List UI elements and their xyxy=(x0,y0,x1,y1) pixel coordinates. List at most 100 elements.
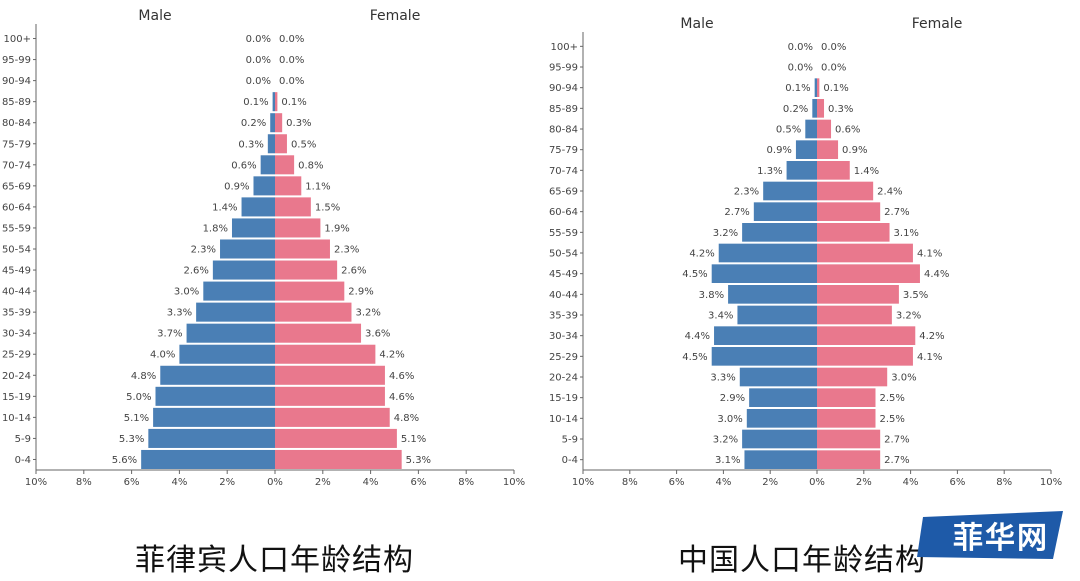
female-bar xyxy=(275,281,345,301)
female-value-label: 2.6% xyxy=(341,266,366,277)
female-value-label: 3.5% xyxy=(903,290,928,301)
female-value-label: 0.0% xyxy=(821,42,846,53)
x-tick-label: 10% xyxy=(503,477,525,488)
male-value-label: 1.8% xyxy=(203,223,228,234)
male-bar xyxy=(714,326,817,345)
male-value-label: 0.6% xyxy=(231,160,256,171)
age-group-label: 70-74 xyxy=(2,160,31,171)
female-value-label: 4.8% xyxy=(394,413,419,424)
female-value-label: 4.1% xyxy=(917,249,942,260)
x-tick-label: 6% xyxy=(949,477,965,488)
female-bar xyxy=(275,407,390,427)
female-value-label: 0.0% xyxy=(279,34,304,45)
female-bar xyxy=(817,450,881,469)
female-bar xyxy=(275,365,385,385)
male-value-label: 3.0% xyxy=(174,287,199,298)
x-tick-label: 2% xyxy=(219,477,235,488)
female-value-label: 2.7% xyxy=(884,455,909,466)
male-bar xyxy=(186,323,275,343)
male-value-label: 1.3% xyxy=(757,166,782,177)
male-value-label: 0.0% xyxy=(788,63,813,74)
female-bar xyxy=(817,202,881,221)
x-tick-label: 8% xyxy=(622,477,638,488)
female-value-label: 0.1% xyxy=(823,83,848,94)
male-value-label: 4.8% xyxy=(131,371,156,382)
male-bar xyxy=(260,155,275,175)
age-group-label: 25-29 xyxy=(2,350,31,361)
female-bar xyxy=(817,347,913,366)
male-bar xyxy=(786,161,817,180)
x-tick-label: 6% xyxy=(410,477,426,488)
male-value-label: 0.2% xyxy=(783,104,808,115)
male-header: Male xyxy=(680,16,713,32)
female-bar xyxy=(275,218,321,238)
age-group-label: 75-79 xyxy=(549,145,578,156)
male-bar xyxy=(272,92,275,112)
age-group-label: 20-24 xyxy=(2,371,31,382)
female-value-label: 2.7% xyxy=(884,435,909,446)
female-bar xyxy=(275,239,330,259)
female-value-label: 4.1% xyxy=(917,352,942,363)
female-bar xyxy=(275,92,278,112)
male-value-label: 5.3% xyxy=(119,434,144,445)
female-value-label: 3.2% xyxy=(896,311,921,322)
female-value-label: 2.3% xyxy=(334,245,359,256)
age-group-label: 5-9 xyxy=(15,434,31,445)
male-bar xyxy=(270,113,275,133)
logo-badge-icon xyxy=(917,511,1063,559)
female-value-label: 4.2% xyxy=(379,350,404,361)
female-value-label: 0.3% xyxy=(286,118,311,129)
male-value-label: 3.0% xyxy=(717,414,742,425)
female-value-label: 2.5% xyxy=(880,393,905,404)
age-group-label: 55-59 xyxy=(2,223,31,234)
male-value-label: 4.0% xyxy=(150,350,175,361)
female-bar xyxy=(817,140,839,159)
female-value-label: 4.6% xyxy=(389,371,414,382)
age-group-label: 95-99 xyxy=(549,63,578,74)
age-group-label: 50-54 xyxy=(549,249,578,260)
female-bar xyxy=(275,134,287,154)
male-value-label: 3.7% xyxy=(157,329,182,340)
male-value-label: 4.5% xyxy=(682,269,707,280)
age-group-label: 85-89 xyxy=(2,97,31,108)
age-group-label: 0-4 xyxy=(15,455,31,466)
male-value-label: 2.3% xyxy=(191,245,216,256)
female-bar xyxy=(817,99,825,118)
male-bar xyxy=(746,409,817,428)
female-header: Female xyxy=(912,16,963,32)
male-value-label: 3.3% xyxy=(167,308,192,319)
age-group-label: 90-94 xyxy=(2,76,31,87)
x-tick-label: 4% xyxy=(171,477,187,488)
female-bar xyxy=(275,344,376,364)
male-bar xyxy=(212,260,275,280)
china-pyramid-chart: Male Female 100+ 0.0% 0.0% 95-99 0.0% 0.0% 90-94… xyxy=(549,16,1062,488)
female-value-label: 1.4% xyxy=(854,166,879,177)
x-tick-label: 10% xyxy=(1040,477,1062,488)
female-bar xyxy=(817,285,899,304)
male-bar xyxy=(742,223,817,242)
male-value-label: 2.9% xyxy=(720,393,745,404)
female-value-label: 0.0% xyxy=(821,63,846,74)
age-group-label: 65-69 xyxy=(549,187,578,198)
age-group-label: 55-59 xyxy=(549,228,578,239)
male-bar xyxy=(160,365,275,385)
female-bar xyxy=(817,264,920,283)
male-value-label: 4.4% xyxy=(685,331,710,342)
female-bar xyxy=(817,305,892,325)
x-tick-label: 6% xyxy=(124,477,140,488)
x-tick-label: 0% xyxy=(809,477,825,488)
female-bar xyxy=(275,302,352,322)
male-bar xyxy=(141,449,275,469)
male-value-label: 1.4% xyxy=(212,202,237,213)
male-bar xyxy=(718,243,817,263)
male-bar xyxy=(749,388,817,407)
female-bar xyxy=(817,326,916,345)
male-bar xyxy=(203,281,275,301)
male-value-label: 0.3% xyxy=(238,139,263,150)
x-tick-label: 0% xyxy=(267,477,283,488)
age-group-label: 60-64 xyxy=(2,202,31,213)
female-value-label: 3.0% xyxy=(891,373,916,384)
male-value-label: 3.8% xyxy=(699,290,724,301)
age-group-label: 15-19 xyxy=(549,393,578,404)
female-value-label: 1.5% xyxy=(315,202,340,213)
